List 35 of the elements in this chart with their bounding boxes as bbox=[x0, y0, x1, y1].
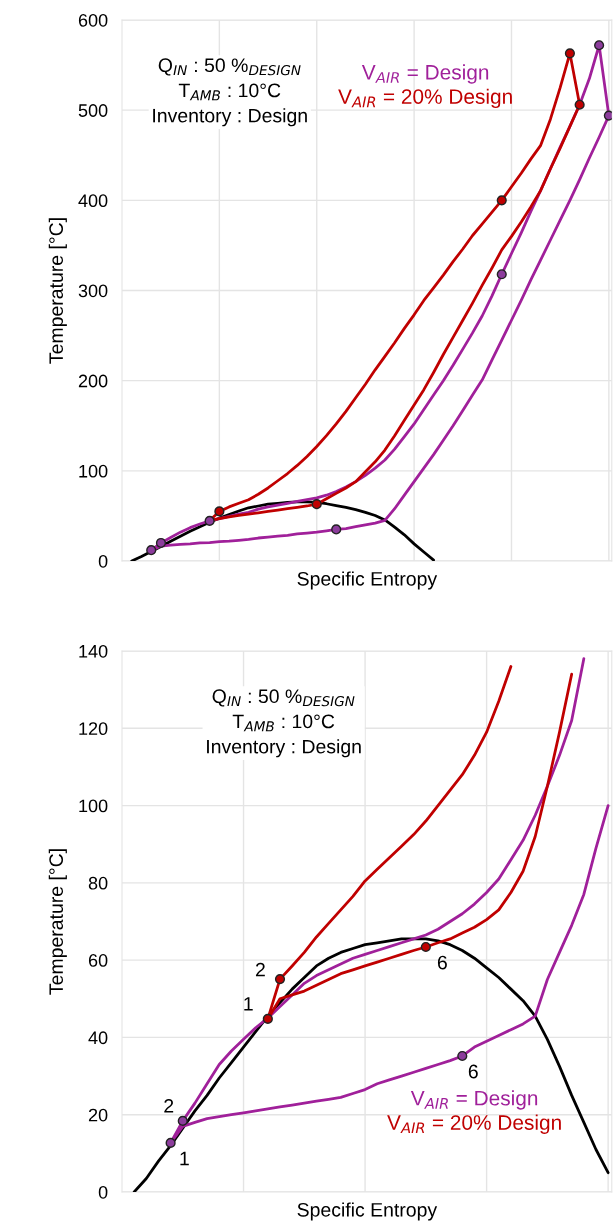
annotation: T$_{AMB}$ : 10°C bbox=[178, 83, 281, 101]
y-tick-label: 80 bbox=[88, 876, 108, 890]
series-label: V$_{AIR}$ = 20% Design bbox=[338, 88, 512, 109]
y-axis-title: Temperature [°C] bbox=[48, 218, 67, 364]
annotation: 6 bbox=[437, 955, 447, 970]
y-tick-label: 0 bbox=[98, 1185, 108, 1199]
y-tick-label: 60 bbox=[88, 954, 108, 967]
x-axis-title: Specific Entropy bbox=[297, 571, 438, 590]
y-tick-label: 140 bbox=[79, 644, 108, 658]
annotation: Q$_{IN}$ : 50 %$_{DESIGN}$ bbox=[212, 689, 355, 707]
y-tick-label: 300 bbox=[78, 284, 108, 298]
y-tick-label: 200 bbox=[78, 374, 108, 388]
annotation: 1 bbox=[180, 1151, 189, 1166]
text: V$_{AIR}$ = Design bbox=[410, 1090, 538, 1110]
y-tick-label: 600 bbox=[78, 13, 108, 27]
y-tick-label: 100 bbox=[79, 464, 108, 478]
annotation: 6 bbox=[468, 1064, 478, 1079]
y-tick-label: 400 bbox=[78, 194, 108, 208]
annotation: T$_{AMB}$ : 10°C bbox=[232, 714, 335, 732]
y-tick-label: 500 bbox=[78, 104, 108, 117]
x-axis-title: Specific Entropy bbox=[297, 1202, 438, 1221]
annotation: 1 bbox=[244, 997, 253, 1011]
y-tick-label: 20 bbox=[88, 1108, 108, 1122]
y-tick-label: 40 bbox=[88, 1031, 108, 1045]
y-tick-label: 120 bbox=[79, 722, 108, 736]
annotation: Q$_{IN}$ : 50 %$_{DESIGN}$ bbox=[158, 58, 301, 76]
y-axis-title: Temperature [°C] bbox=[48, 849, 67, 995]
annotation: 2 bbox=[164, 1098, 174, 1113]
annotation: 2 bbox=[255, 962, 265, 977]
annotation: Inventory : Design bbox=[153, 108, 307, 127]
y-tick-label: 100 bbox=[79, 799, 108, 813]
text: V$_{AIR}$ = Design bbox=[361, 64, 489, 84]
annotation: Inventory : Design bbox=[207, 739, 361, 758]
y-tick-label: 0 bbox=[98, 554, 108, 568]
text: V$_{AIR}$ = 20% Design bbox=[387, 1114, 561, 1134]
